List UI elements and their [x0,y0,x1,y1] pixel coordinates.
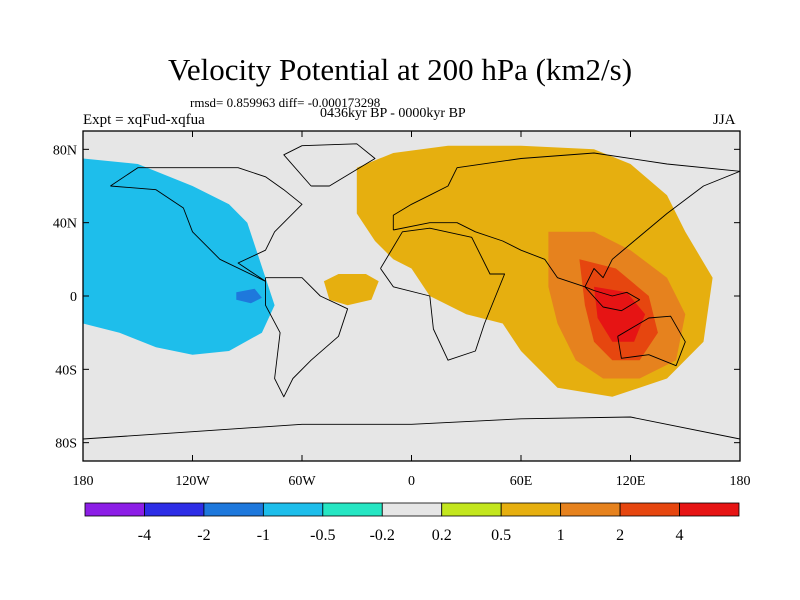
season-label: JJA [713,112,736,128]
y-tick-label: 40N [53,217,77,232]
africa-coast [380,227,506,361]
colorbar-swatch [500,502,562,517]
colorbar-swatch [144,502,205,517]
y-tick-label: 80S [55,437,77,452]
x-tick-label: 0 [408,474,415,489]
colorbar-swatch [322,502,383,517]
colorbar-tick-label: -1 [257,527,270,544]
colorbar-swatch [381,502,443,517]
greenland-coast [283,143,376,187]
plot-title: Velocity Potential at 200 hPa (km2/s) [167,52,633,87]
map-plot-area [83,131,740,461]
north-america-coast [110,167,303,282]
x-tick-label: 120E [616,474,646,489]
colorbar-tick-label: 0.5 [491,527,511,544]
colorbar-tick-label: 2 [616,527,624,544]
colorbar-tick-label: 1 [557,527,565,544]
x-tick-label: 180 [730,474,751,489]
y-tick-label: 40S [55,363,77,378]
colorbar-swatch [203,502,264,517]
colorbar-tick-label: -2 [197,527,210,544]
colorbar: -4 -2 -1 -0.5 -0.2 0.2 0.5 1 2 4 [84,502,740,544]
indonesia-coast [584,286,641,312]
australia-coast [617,315,686,367]
colorbar-swatch [679,502,740,517]
x-tick-label: 60W [288,474,316,489]
antarctica-coast [83,416,740,440]
pacific-negative-core-region [83,158,275,355]
x-tick-label: 180 [73,474,94,489]
colorbar-swatch [560,502,621,517]
colorbar-swatch [619,502,680,517]
colorbar-tick-label: 0.2 [432,527,452,544]
colorbar-swatch [84,502,145,517]
colorbar-tick-label: -0.5 [310,527,335,544]
y-tick-label: 80N [53,143,77,158]
colorbar-tick-label: 4 [676,527,684,544]
x-tick-label: 60E [510,474,533,489]
eastern-pacific-minimum [236,288,262,304]
period-label: 0436kyr BP - 0000kyr BP [320,106,466,121]
colorbar-tick-label: -0.2 [370,527,395,544]
coastline-layer [83,143,740,440]
eurasia-coast [392,152,740,288]
west-atlantic-positive-lobe [323,274,379,306]
colorbar-swatch [262,502,324,517]
experiment-label: Expt = xqFud-xqfua [83,112,205,128]
south-america-coast [265,277,349,398]
colorbar-swatch [441,502,502,517]
y-tick-label: 0 [70,290,77,305]
stats-string: rmsd= 0.859963 diff= -0.000173298 [190,95,381,110]
map-axes: 180 120W 60W 0 60E 120E 180 80N 40N 0 40S 80S [53,131,751,489]
x-tick-label: 120W [175,474,210,489]
colorbar-tick-label: -4 [138,527,151,544]
